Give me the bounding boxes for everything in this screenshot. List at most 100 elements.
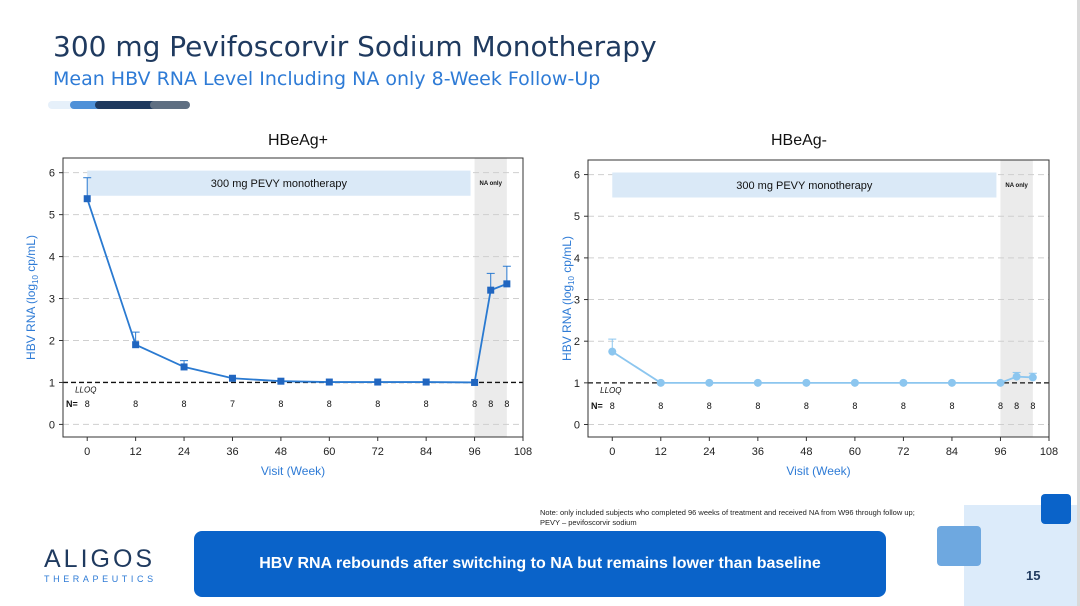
data-point (180, 363, 188, 371)
logo-wordmark: ALIGOS (44, 545, 156, 573)
data-point (422, 378, 430, 386)
data-point (374, 378, 382, 386)
y-axis-label-tail: cp/mL) (24, 235, 38, 275)
y-tick-label: 0 (574, 420, 580, 432)
x-tick-label: 12 (130, 446, 142, 458)
treatment-band (87, 170, 471, 196)
footnote-line-2: PEVY – pevifoscorvir sodium (540, 518, 637, 527)
n-row-label: N= (66, 399, 78, 409)
lloq-label: LLOQ (600, 386, 621, 395)
na-only-label: NA only (479, 181, 502, 187)
x-axis-label: Visit (Week) (786, 464, 850, 478)
data-point (132, 341, 140, 349)
x-tick-label: 72 (372, 446, 384, 458)
n-value: 8 (707, 401, 712, 411)
y-tick-label: 5 (49, 210, 55, 222)
x-tick-label: 48 (275, 446, 287, 458)
n-value: 8 (610, 401, 615, 411)
x-axis-label: Visit (Week) (261, 464, 325, 478)
n-value: 8 (375, 399, 380, 409)
n-value: 8 (424, 399, 429, 409)
slide-subtitle: Mean HBV RNA Level Including NA only 8-W… (53, 68, 601, 90)
data-point (1012, 372, 1021, 381)
n-value: 8 (658, 401, 663, 411)
data-point (228, 374, 236, 382)
data-point (850, 378, 859, 387)
plot-frame (62, 157, 524, 438)
treatment-band (612, 172, 997, 198)
data-point (83, 195, 91, 203)
data-point (471, 378, 479, 386)
footnote-line-1: Note: only included subjects who complet… (540, 508, 915, 517)
n-value: 8 (85, 399, 90, 409)
data-point (899, 378, 908, 387)
footnote: Note: only included subjects who complet… (540, 508, 970, 528)
na-only-region (1000, 160, 1033, 437)
y-axis-label-main: HBV RNA (log (560, 285, 574, 361)
treatment-label: 300 mg PEVY monotherapy (211, 178, 348, 190)
plot-frame (587, 159, 1050, 438)
data-point (802, 378, 811, 387)
y-axis-label-sub: 10 (567, 275, 576, 284)
y-axis-label: HBV RNA (log10 cp/mL) (560, 236, 576, 361)
decorative-square-light (937, 526, 981, 566)
n-value: 8 (472, 399, 477, 409)
x-tick-label: 24 (703, 446, 715, 458)
y-tick-label: 1 (574, 378, 580, 390)
page-number: 15 (1026, 568, 1041, 583)
x-tick-label: 36 (752, 446, 764, 458)
data-point (753, 378, 762, 387)
n-value: 8 (949, 401, 954, 411)
n-value: 8 (1030, 401, 1035, 411)
x-tick-label: 60 (323, 446, 335, 458)
y-tick-label: 4 (574, 253, 580, 265)
y-tick-label: 6 (49, 168, 55, 180)
data-point (277, 377, 285, 385)
treatment-label: 300 mg PEVY monotherapy (736, 180, 873, 192)
n-value: 8 (488, 399, 493, 409)
n-value: 8 (504, 399, 509, 409)
series-line (611, 350, 1033, 384)
chart-panel-1: HBeAg- 300 mg PEVY monotherapy NA only LLOQ… (560, 132, 1058, 478)
y-tick-label: 3 (574, 295, 580, 307)
data-point (996, 378, 1005, 387)
key-message-banner: HBV RNA rebounds after switching to NA b… (194, 531, 886, 597)
slide-title: 300 mg Pevifoscorvir Sodium Monotherapy (53, 30, 657, 63)
x-tick-label: 60 (849, 446, 861, 458)
y-tick-label: 6 (574, 170, 580, 182)
y-tick-label: 1 (49, 377, 55, 389)
x-tick-label: 96 (468, 446, 480, 458)
n-value: 8 (901, 401, 906, 411)
y-axis-label-tail: cp/mL) (560, 236, 574, 276)
n-value: 8 (998, 401, 1003, 411)
data-point (487, 286, 495, 294)
data-point (947, 378, 956, 387)
n-value: 8 (133, 399, 138, 409)
x-tick-label: 12 (655, 446, 667, 458)
data-point (705, 378, 714, 387)
data-point (656, 378, 665, 387)
y-tick-label: 3 (49, 294, 55, 306)
data-point (1028, 373, 1037, 382)
x-tick-label: 24 (178, 446, 190, 458)
y-tick-label: 2 (574, 336, 580, 348)
n-value: 8 (852, 401, 857, 411)
logo-subtitle: THERAPEUTICS (44, 574, 157, 584)
series-line (86, 198, 508, 384)
chart-title: HBeAg- (771, 132, 827, 149)
x-tick-label: 96 (994, 446, 1006, 458)
chart-title: HBeAg+ (268, 132, 328, 149)
accent-bar-dark (95, 101, 165, 109)
company-logo: ALIGOS THERAPEUTICS (44, 546, 157, 584)
n-value: 8 (327, 399, 332, 409)
data-point (503, 280, 511, 288)
x-tick-label: 108 (514, 446, 532, 458)
x-tick-label: 108 (1040, 446, 1058, 458)
y-tick-label: 0 (49, 419, 55, 431)
n-value: 8 (1014, 401, 1019, 411)
y-tick-label: 5 (574, 211, 580, 223)
n-value: 8 (755, 401, 760, 411)
decorative-square-dark (1041, 494, 1071, 524)
chart-panel-0: HBeAg+ 300 mg PEVY monotherapy NA only LLOQ… (24, 132, 532, 478)
